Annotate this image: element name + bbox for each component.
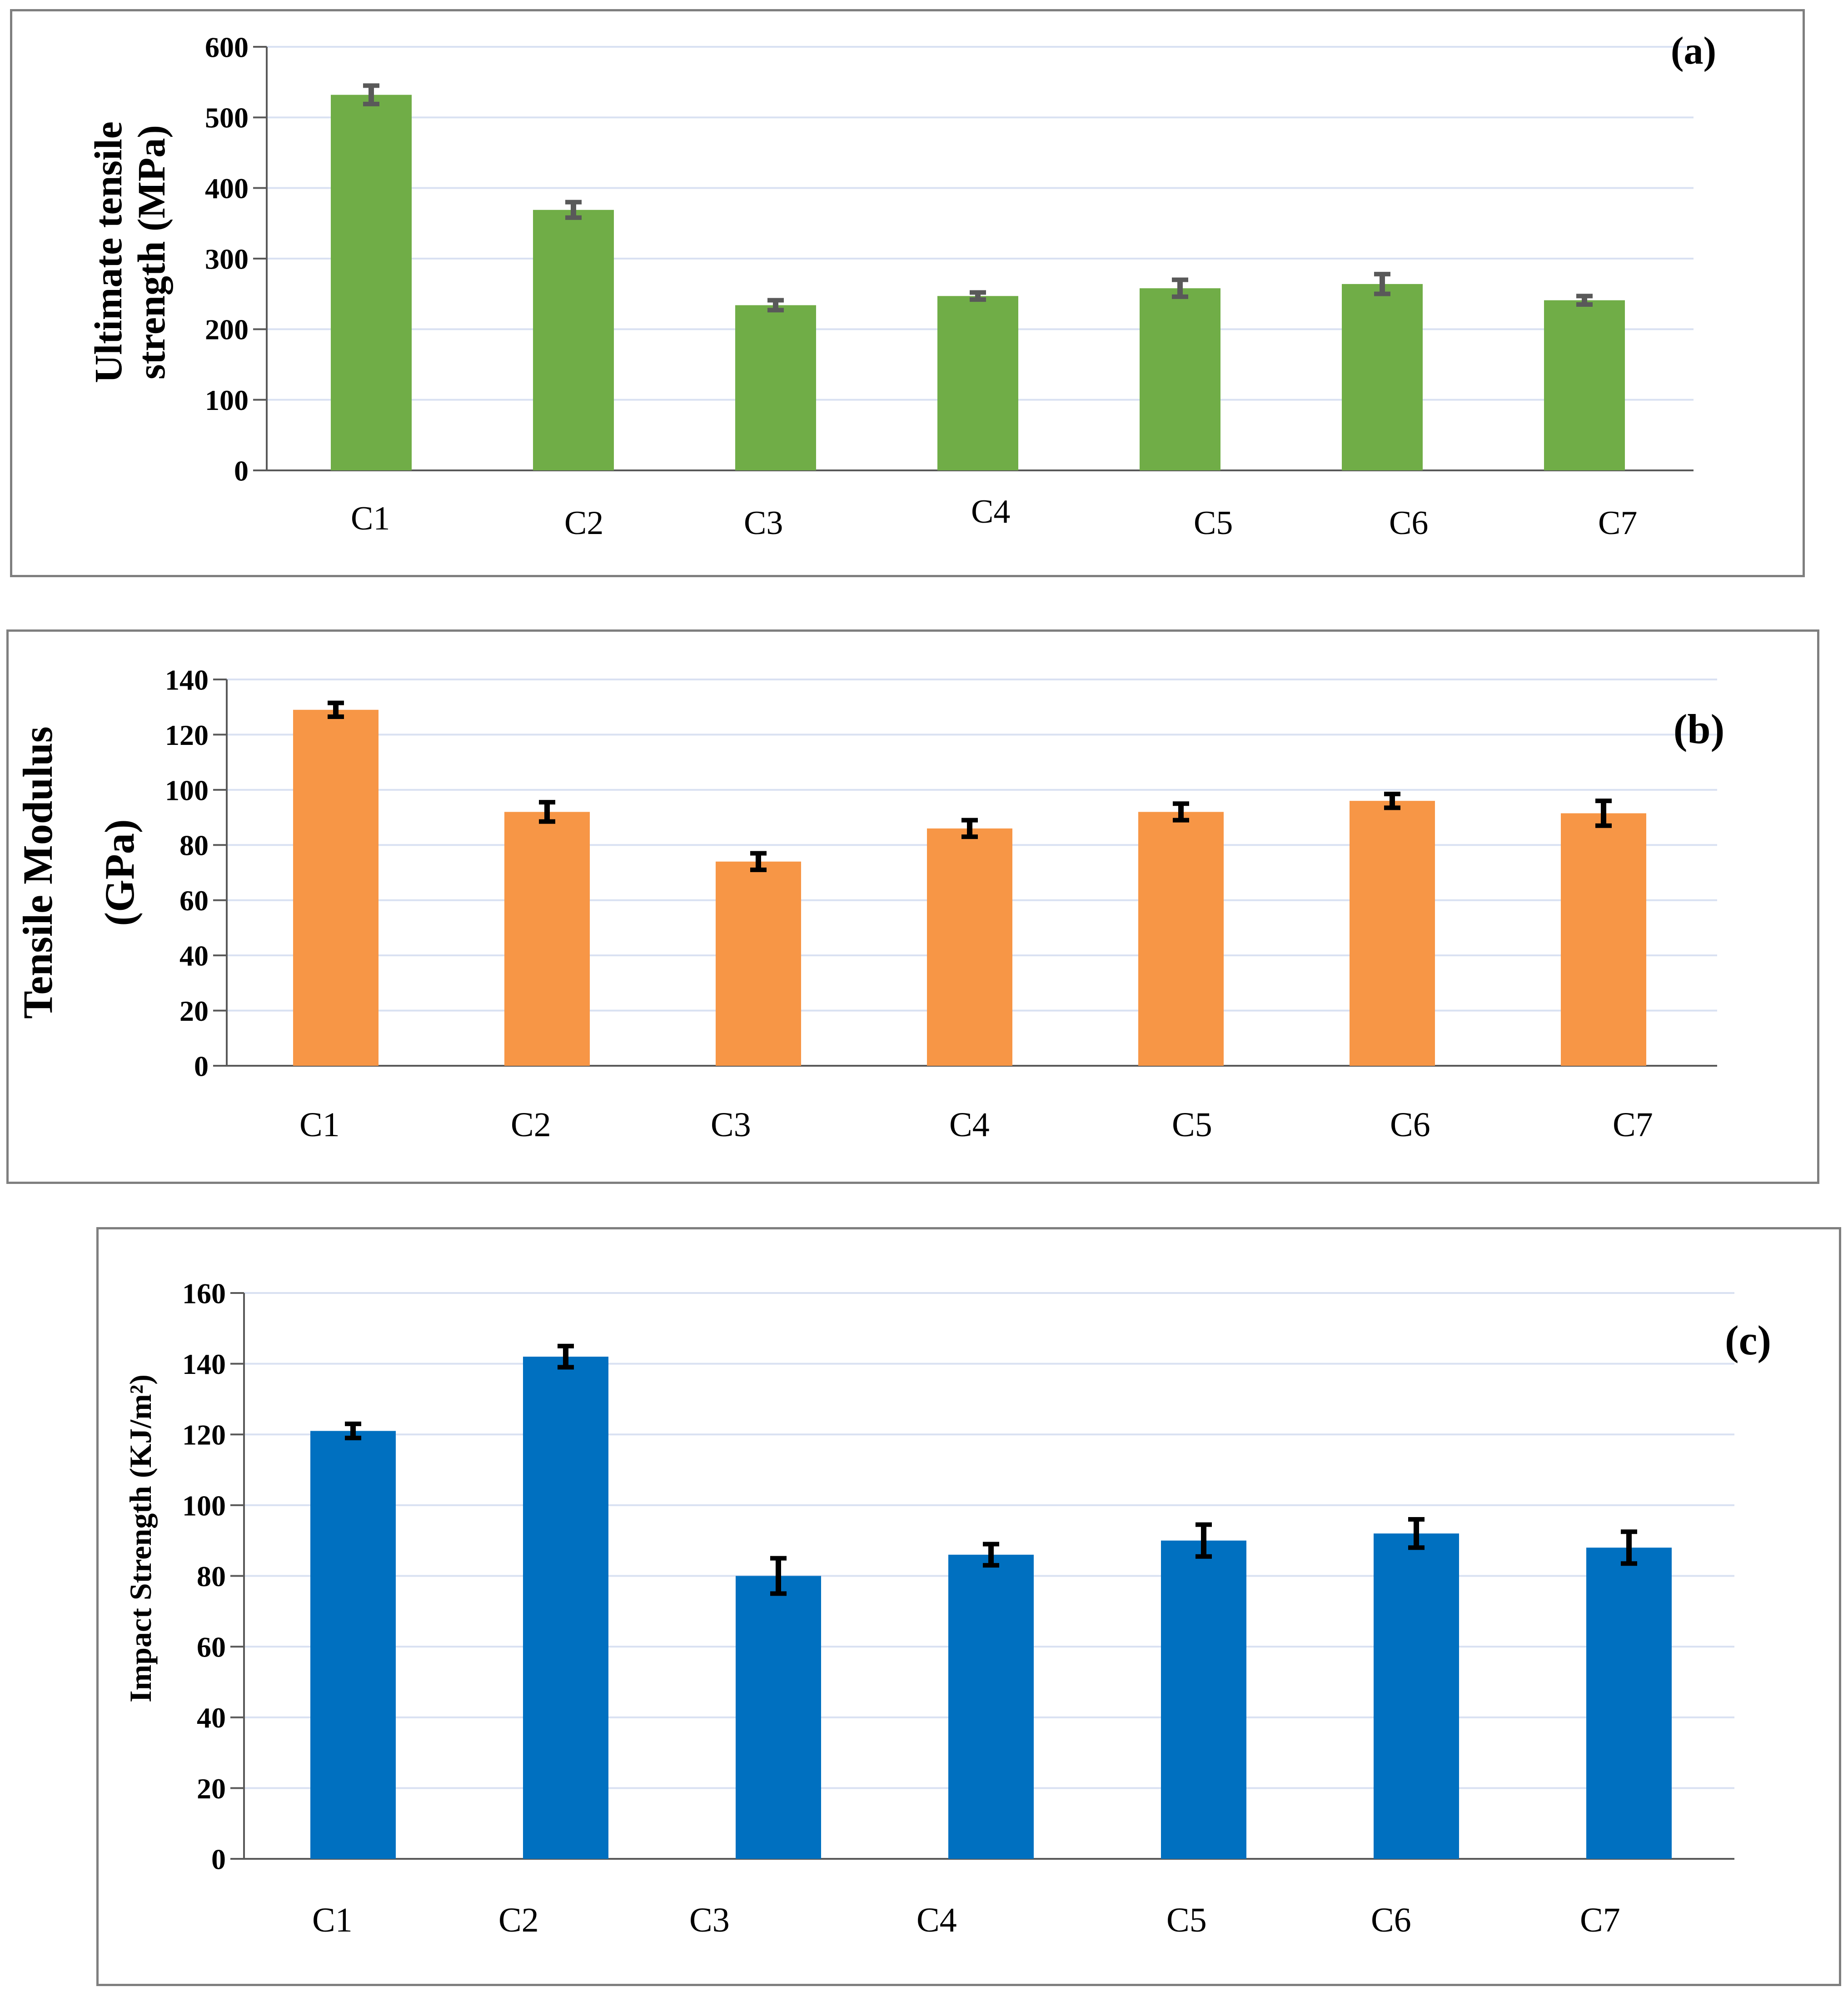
- x-tick-label-c7: C7: [1613, 1106, 1653, 1144]
- chart-c-svg: 0 20 40 60 80 100 120 140 160 C1 C2 C3 C4 C5 C6 C7 Impac…: [123, 1277, 1771, 1939]
- x-tick-label-c2: C2: [511, 1106, 551, 1144]
- x-tick-label-c3: C3: [689, 1901, 730, 1939]
- y-tick-label: 100: [165, 774, 209, 806]
- bar-c5: [1161, 1540, 1246, 1859]
- x-tick-label-c3: C3: [744, 504, 783, 542]
- y-axis-title: (GPa): [96, 819, 143, 926]
- bar-c6: [1350, 801, 1435, 1066]
- y-tick-label: 80: [179, 829, 209, 862]
- y-tick-label: 60: [197, 1631, 226, 1663]
- y-tick-label: 100: [205, 384, 249, 416]
- y-tick-label: 0: [234, 454, 249, 487]
- bar-c7: [1586, 1548, 1672, 1859]
- bar-c2: [523, 1357, 608, 1859]
- y-axis-title: Impact Strength (KJ/m²): [123, 1374, 158, 1702]
- chart-panel-b: 0 20 40 60 80 100 120 140 C1 C2 C3 C4 C5 C6 C7 Tensile …: [6, 629, 1819, 1184]
- chart-a-svg: 0 100 200 300 400 500 600 C1 C2 C3 C4 C5 C6 C7 Ultimat…: [86, 29, 1716, 542]
- y-tick-label: 40: [179, 940, 209, 972]
- x-tick-label-c5: C5: [1166, 1901, 1207, 1939]
- panel-label: (a): [1671, 29, 1716, 72]
- x-tick-label-c7: C7: [1598, 504, 1637, 542]
- x-tick-label-c3: C3: [711, 1106, 751, 1144]
- y-tick-label: 300: [205, 243, 249, 275]
- y-tick-label: 100: [182, 1489, 226, 1522]
- chart-b-svg: 0 20 40 60 80 100 120 140 C1 C2 C3 C4 C5 C6 C7 Tensile …: [15, 664, 1724, 1144]
- y-tick-label: 600: [205, 31, 249, 63]
- x-tick-label-c5: C5: [1172, 1106, 1212, 1144]
- bar-c1: [310, 1431, 396, 1859]
- y-tick-label: 120: [182, 1419, 226, 1451]
- x-tick-label-c2: C2: [564, 504, 603, 542]
- bar-c3: [736, 1576, 821, 1859]
- x-tick-label-c1: C1: [351, 500, 390, 537]
- y-tick-label: 20: [197, 1772, 226, 1805]
- bar-c6: [1374, 1533, 1459, 1859]
- y-tick-label: 0: [194, 1050, 209, 1082]
- panel-label: (c): [1725, 1317, 1771, 1363]
- x-tick-label-c5: C5: [1194, 504, 1233, 542]
- panel-label: (b): [1674, 706, 1724, 752]
- bar-c4: [948, 1554, 1034, 1859]
- bar-c1: [331, 95, 412, 471]
- y-tick-label: 140: [182, 1348, 226, 1380]
- y-tick-label: 400: [205, 172, 249, 205]
- x-tick-label-c6: C6: [1390, 1106, 1430, 1144]
- x-tick-label-c1: C1: [299, 1106, 340, 1144]
- chart-panel-c: 0 20 40 60 80 100 120 140 160 C1 C2 C3 C4 C5 C6 C7 Impac…: [96, 1227, 1841, 1986]
- x-tick-label-c6: C6: [1389, 504, 1428, 542]
- bar-c7: [1544, 300, 1625, 470]
- bar-c4: [937, 296, 1018, 470]
- y-tick-label: 40: [197, 1702, 226, 1734]
- bar-c5: [1140, 288, 1220, 470]
- y-tick-label: 80: [197, 1560, 226, 1593]
- y-tick-label: 120: [165, 719, 209, 751]
- y-tick-label: 20: [179, 995, 209, 1027]
- x-tick-label-c4: C4: [949, 1106, 990, 1144]
- x-tick-label-c2: C2: [498, 1901, 539, 1939]
- x-tick-label-c4: C4: [971, 493, 1010, 530]
- bar-c2: [533, 210, 614, 470]
- y-tick-label: 160: [182, 1277, 226, 1309]
- bar-c1: [293, 709, 379, 1066]
- chart-panel-a: 0 100 200 300 400 500 600 C1 C2 C3 C4 C5 C6 C7 Ultimat…: [10, 9, 1805, 577]
- y-axis-title: Ultimate tensile: [86, 121, 130, 383]
- y-tick-label: 140: [165, 664, 209, 696]
- bar-c3: [716, 861, 801, 1066]
- x-tick-label-c7: C7: [1580, 1901, 1620, 1939]
- y-tick-label: 200: [205, 314, 249, 346]
- bar-c7: [1561, 813, 1646, 1066]
- y-axis-title: Tensile Modulus: [15, 726, 61, 1018]
- y-tick-label: 0: [211, 1843, 226, 1875]
- x-tick-label-c1: C1: [312, 1901, 353, 1939]
- bar-c6: [1342, 284, 1423, 470]
- x-tick-label-c6: C6: [1371, 1901, 1411, 1939]
- y-tick-label: 60: [179, 884, 209, 917]
- y-axis-title: strength (MPa): [130, 125, 173, 379]
- bar-c2: [504, 812, 590, 1066]
- y-tick-label: 500: [205, 102, 249, 134]
- bar-c5: [1138, 812, 1224, 1066]
- bar-c4: [927, 828, 1012, 1066]
- x-tick-label-c4: C4: [917, 1901, 957, 1939]
- bar-c3: [735, 305, 816, 470]
